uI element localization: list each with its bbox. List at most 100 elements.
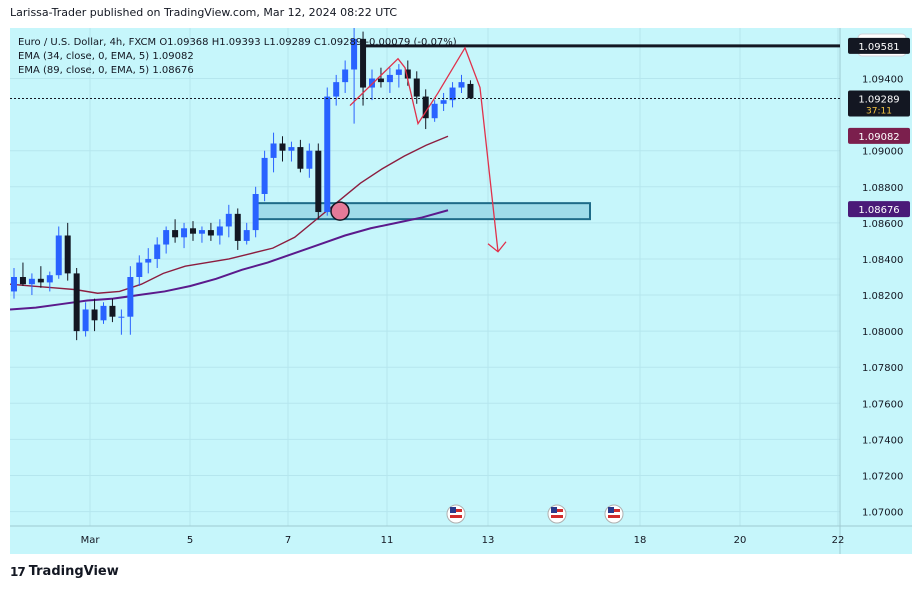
candle	[449, 82, 456, 108]
price-tag-bg	[848, 127, 910, 144]
grid	[10, 28, 912, 554]
candle	[431, 100, 438, 122]
candle-body	[306, 150, 313, 169]
candle	[11, 267, 17, 299]
candle-body	[225, 213, 232, 227]
candle	[225, 204, 232, 238]
legend-symbol: Euro / U.S. Dollar, 4h, FXCM	[18, 37, 157, 48]
candle	[243, 222, 250, 245]
candle-body	[207, 230, 214, 236]
price-tick-label: 1.08600	[862, 219, 903, 230]
us-event-icon	[604, 504, 624, 524]
candle	[28, 273, 35, 296]
price-tick-label: 1.07800	[862, 363, 903, 374]
brand-name: TradingView	[28, 564, 119, 579]
price-tag-label: 1.08676	[858, 205, 899, 216]
candle-body	[342, 69, 349, 83]
candle	[154, 237, 161, 268]
events-layer	[446, 504, 624, 524]
candle-body	[172, 230, 179, 238]
price-tick-label: 1.07400	[862, 435, 903, 446]
candle-body	[190, 228, 196, 234]
candle-body	[360, 38, 367, 88]
price-tag-bg	[848, 90, 910, 117]
candle-body	[449, 87, 456, 101]
candle	[190, 221, 196, 241]
candle	[64, 222, 71, 281]
time-tick-label: 18	[634, 535, 647, 546]
candle	[37, 266, 44, 288]
candle	[306, 143, 313, 178]
price-chart[interactable]: 1.09400 1.09000 1.08800 1.08600 1.08400 1.082…	[9, 28, 912, 554]
flag-stripe	[450, 515, 462, 518]
candle-body	[73, 273, 80, 332]
candle	[324, 87, 331, 216]
candle	[100, 302, 107, 324]
candle	[234, 208, 241, 250]
price-tick-label: 1.09000	[862, 147, 903, 158]
candle-body	[82, 309, 89, 332]
candle	[136, 255, 143, 287]
candle-body	[154, 244, 161, 259]
candle	[351, 28, 358, 124]
candle	[55, 226, 62, 279]
candle	[270, 132, 277, 173]
flag-stripe	[608, 515, 620, 518]
candle	[216, 219, 223, 245]
price-tag: 1.09581	[848, 37, 910, 54]
candle	[395, 64, 402, 88]
us-event-icon	[446, 504, 466, 524]
candle-body	[422, 96, 429, 119]
time-tick-label: 22	[832, 535, 845, 546]
candle-body	[91, 309, 98, 321]
candle-body	[333, 82, 340, 97]
candle	[118, 309, 125, 335]
price-tag: 1.09082	[848, 127, 910, 144]
candle	[315, 143, 322, 220]
candle-body	[109, 305, 116, 317]
candle	[458, 74, 465, 93]
price-tick-label: 1.07000	[862, 508, 903, 519]
ema89-line	[9, 209, 449, 311]
price-tag-label: 1.09289	[858, 95, 899, 106]
candle-body	[297, 147, 304, 169]
candle-body	[458, 82, 465, 88]
candle	[207, 222, 214, 241]
candle	[252, 186, 259, 238]
candle-body	[37, 278, 44, 283]
candle-body	[413, 78, 420, 97]
candle-body	[46, 275, 53, 283]
candle	[82, 302, 89, 337]
candle-body	[351, 38, 358, 70]
candle	[46, 271, 53, 292]
candle	[73, 267, 80, 341]
candle-body	[145, 258, 152, 263]
price-tick-label: 1.08400	[862, 255, 903, 266]
candle	[145, 248, 152, 274]
candle-body	[467, 83, 474, 99]
candle	[198, 226, 205, 243]
candle	[181, 222, 188, 249]
candle-body	[216, 226, 223, 236]
candle-body	[118, 316, 125, 318]
price-tick-label: 1.07600	[862, 399, 903, 410]
plot-background	[10, 28, 912, 554]
publish-attribution: Larissa-Trader published on TradingView.…	[10, 6, 398, 19]
candle-body	[324, 96, 331, 213]
time-tick-label: 5	[187, 535, 193, 546]
price-tag: 1.08676	[848, 201, 910, 218]
candle	[467, 80, 474, 99]
price-tick-label: 1.08200	[862, 291, 903, 302]
chart-area[interactable]: 1.09400 1.09000 1.08800 1.08600 1.08400 1.082…	[9, 28, 912, 554]
flag-stripe	[551, 515, 563, 518]
candle	[279, 136, 286, 162]
ema-layer	[9, 135, 449, 311]
touch-marker	[330, 201, 350, 221]
price-tag-bg	[848, 201, 910, 218]
candle	[386, 67, 393, 93]
price-tag-countdown: 37:11	[866, 107, 892, 117]
price-tag-bg	[848, 37, 910, 54]
candle-body	[315, 150, 322, 213]
candle	[297, 139, 304, 173]
